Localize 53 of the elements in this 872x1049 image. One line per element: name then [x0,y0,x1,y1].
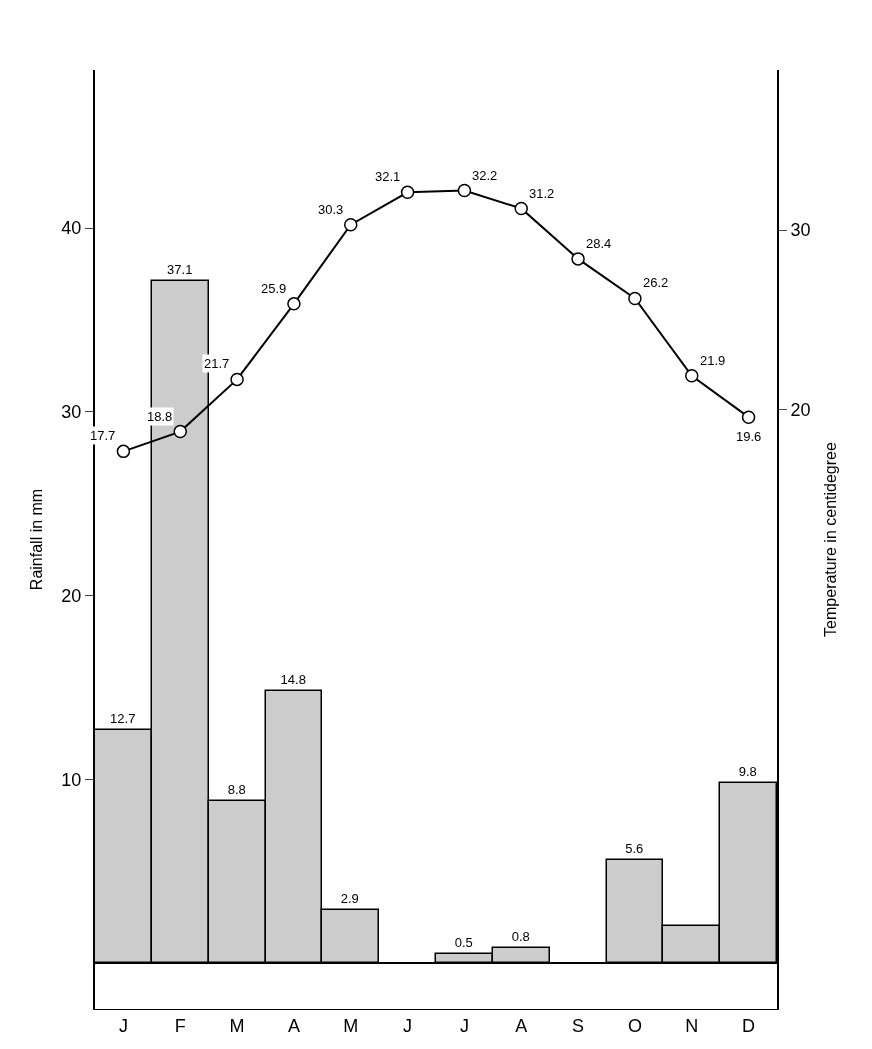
point [287,297,301,311]
data-label: 32.1 [375,169,401,184]
x-tick-label: A [515,1015,528,1036]
x-tick-label: O [627,1015,642,1036]
x-tick-label: J [459,1015,469,1036]
y2-tick-label: 30 [790,220,811,241]
data-label: 21.9 [700,353,726,368]
x-tick-label: S [572,1015,585,1036]
x-tick-label: M [229,1015,245,1036]
data-label: 25.9 [261,281,287,296]
data-label: 31.2 [529,186,555,201]
point [571,252,585,266]
point [173,424,187,439]
y2-axis-title: Temperature in centidegree [821,442,839,637]
y2-tick-label: 20 [790,400,811,421]
data-label: 17.7 [90,428,116,443]
data-label: 26.2 [643,275,669,290]
x-tick-label: F [174,1015,186,1036]
data-label: 9.8 [738,764,757,780]
y-tick-label: 20 [61,585,82,606]
point [116,444,131,459]
x-tick-label: J [403,1015,413,1036]
data-label: 30.3 [318,202,344,217]
data-label: 0.5 [454,935,473,951]
data-label: 19.6 [736,429,762,444]
data-label: 32.2 [472,168,498,183]
data-label: 28.4 [586,236,612,251]
y-tick-label: 10 [61,769,82,790]
point [457,183,472,198]
x-tick-label: N [685,1015,699,1036]
x-tick-label: A [287,1015,300,1036]
data-label: 8.8 [227,782,246,798]
point [514,201,528,216]
point [741,410,756,424]
point [400,185,415,200]
point [230,372,244,387]
data-label: 2.9 [340,891,359,907]
data-label: 21.7 [204,356,230,371]
y-axis-title: Rainfall in mm [27,488,45,591]
data-label: 12.7 [110,711,136,727]
point [344,217,358,232]
x-tick-label: M [343,1015,359,1036]
data-label: 37.1 [167,262,193,278]
data-label: 14.8 [280,672,306,688]
point [628,291,642,306]
data-label: 18.8 [147,409,173,424]
point [685,369,699,383]
y-tick-label: 40 [61,218,82,239]
x-tick-label: D [742,1015,756,1036]
y-tick-label: 30 [61,402,82,423]
x-tick-label: J [118,1015,128,1036]
data-label: 5.6 [625,841,644,857]
data-label: 0.8 [511,929,530,945]
